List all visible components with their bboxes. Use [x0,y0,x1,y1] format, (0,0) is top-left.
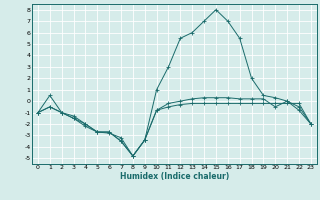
X-axis label: Humidex (Indice chaleur): Humidex (Indice chaleur) [120,172,229,181]
